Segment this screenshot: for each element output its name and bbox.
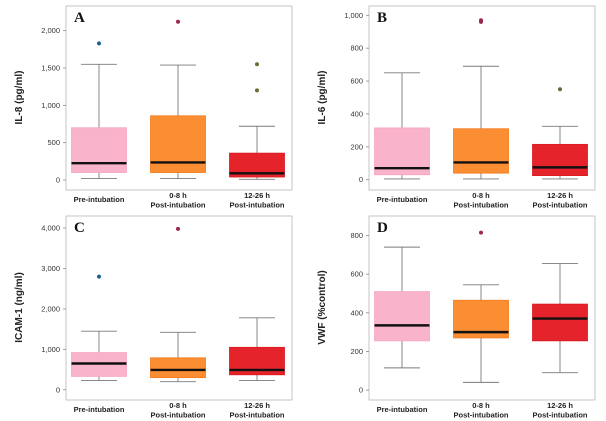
x-category-label: Post-intubation (533, 201, 588, 210)
iqr-box (150, 357, 206, 379)
x-category-label: Pre-intubation (377, 405, 428, 414)
y-tick-label: 3,000 (41, 264, 60, 273)
iqr-box (374, 127, 430, 176)
x-category-label: Post-intubation (151, 411, 206, 420)
box-group-1 (71, 274, 127, 381)
iqr-box (532, 303, 588, 342)
iqr-box (71, 127, 127, 173)
x-category-label: Post-intubation (533, 411, 588, 420)
outlier-point (479, 230, 483, 235)
box-group-3 (229, 62, 285, 180)
x-category-label: Pre-intubation (74, 195, 125, 204)
x-category-label: 0-8 h (472, 191, 490, 200)
panel-d-vwf: D VWF (%control) 0 200 400 600 800 Pre-intubati… (303, 210, 599, 420)
y-tick-label: 1,000 (41, 345, 60, 354)
box-group-2 (453, 230, 509, 383)
y-tick-label: 200 (350, 142, 363, 151)
y-tick-label: 500 (47, 138, 60, 147)
y-axis-label: VWF (%control) (317, 270, 328, 344)
iqr-box (229, 152, 285, 178)
outlier-point (255, 62, 259, 67)
y-tick-label: 2,000 (41, 26, 60, 35)
outlier-point (97, 41, 101, 46)
x-category-label: Post-intubation (230, 411, 285, 420)
x-category-label: 0-8 h (472, 401, 490, 410)
x-category-label: 12-26 h (547, 401, 573, 410)
y-tick-label: 0 (56, 176, 60, 185)
y-tick-label: 2,000 (41, 304, 60, 313)
x-category-label: Post-intubation (151, 201, 206, 210)
y-tick-label: 0 (359, 386, 363, 395)
y-tick-label: 0 (56, 385, 60, 394)
panel-letter: A (74, 10, 85, 26)
x-category-label: 12-26 h (244, 191, 270, 200)
x-category-label: Post-intubation (454, 201, 509, 210)
box-group-2 (150, 226, 206, 383)
box-group-3 (229, 317, 285, 381)
outlier-point (479, 18, 483, 23)
iqr-box (150, 115, 206, 173)
box-group-1 (71, 41, 127, 179)
x-category-label: Post-intubation (230, 201, 285, 210)
panel-b-il6: B IL-6 (pg/ml) 0 200 400 600 800 1,000 Pre-intub… (303, 0, 599, 210)
y-tick-label: 4,000 (41, 224, 60, 233)
box-group-2 (453, 18, 509, 180)
x-category-label: Post-intubation (454, 411, 509, 420)
x-category-label: Pre-intubation (74, 405, 125, 414)
x-category-label: 12-26 h (547, 191, 573, 200)
x-category-label: 0-8 h (169, 401, 187, 410)
box-group-3 (532, 263, 588, 374)
outlier-point (176, 226, 180, 231)
panel-letter: C (74, 220, 85, 236)
panel-a-il8: A IL-8 (pg/ml) 0 500 1,000 1,500 2,000 Pre-intu… (0, 0, 296, 210)
x-category-label: 12-26 h (244, 401, 270, 410)
outlier-point (97, 274, 101, 279)
chart-vwf-boxplot: D VWF (%control) 0 200 400 600 800 Pre-intubati… (317, 215, 596, 420)
chart-icam1-boxplot: C ICAM-1 (ng/ml) 0 1,000 2,000 3,000 4,000 Pre-… (14, 215, 293, 420)
y-axis-label: ICAM-1 (ng/ml) (14, 272, 25, 343)
outlier-point (255, 88, 259, 93)
y-tick-label: 1,000 (41, 101, 60, 110)
y-tick-label: 800 (350, 231, 363, 240)
panel-letter: B (377, 10, 387, 26)
y-tick-label: 400 (350, 308, 363, 317)
y-tick-label: 600 (350, 77, 363, 86)
panel-c-icam1: C ICAM-1 (ng/ml) 0 1,000 2,000 3,000 4,000 Pre-… (0, 210, 296, 420)
chart-il6-boxplot: B IL-6 (pg/ml) 0 200 400 600 800 1,000 Pre-intub… (317, 5, 596, 210)
iqr-box (453, 128, 509, 174)
y-tick-label: 600 (350, 270, 363, 279)
x-category-label: Pre-intubation (377, 195, 428, 204)
box-group-2 (150, 19, 206, 179)
iqr-box (374, 291, 430, 342)
y-axis-label: IL-8 (pg/ml) (14, 71, 25, 125)
x-category-label: 0-8 h (169, 191, 187, 200)
y-tick-label: 200 (350, 347, 363, 356)
iqr-box (532, 143, 588, 177)
y-tick-label: 800 (350, 44, 363, 53)
y-tick-label: 400 (350, 109, 363, 118)
outlier-point (558, 87, 562, 92)
panel-letter: D (377, 220, 388, 236)
box-group-1 (374, 246, 430, 369)
y-axis-label: IL-6 (pg/ml) (317, 71, 328, 125)
y-tick-label: 1,500 (41, 64, 60, 73)
y-tick-label: 0 (359, 175, 363, 184)
box-group-3 (532, 87, 588, 180)
box-group-1 (374, 72, 430, 180)
y-tick-label: 1,000 (344, 11, 363, 20)
outlier-point (176, 19, 180, 24)
chart-il8-boxplot: A IL-8 (pg/ml) 0 500 1,000 1,500 2,000 Pre-intu… (14, 5, 293, 210)
